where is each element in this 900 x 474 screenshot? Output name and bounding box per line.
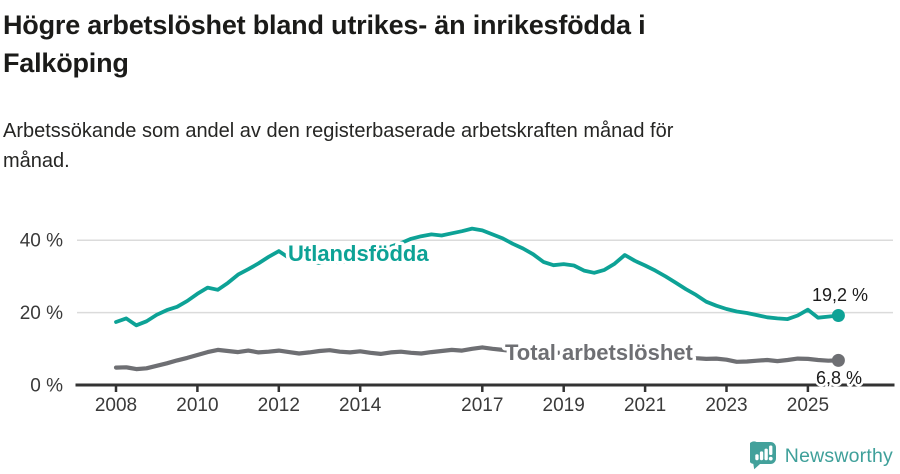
newsworthy-logo[interactable]: Newsworthy — [749, 441, 893, 471]
series-label-utlandsfodda: Utlandsfödda — [288, 241, 429, 266]
end-value-label-total: 6,8 % — [816, 368, 862, 388]
x-tick-label: 2019 — [543, 395, 585, 416]
y-tick-label: 0 % — [30, 376, 63, 397]
page-title: Högre arbetslöshet bland utrikes- än inr… — [3, 6, 646, 82]
newsworthy-badge-icon — [749, 441, 776, 470]
series-label-total: Total arbetslöshet — [505, 340, 694, 365]
brand-name: Newsworthy — [784, 444, 893, 467]
chart-subtitle: Arbetssökande som andel av den registerb… — [3, 116, 673, 176]
end-value-label-utlandsfodda: 19,2 % — [812, 285, 868, 305]
x-tick-label: 2012 — [258, 395, 300, 416]
x-tick-label: 2025 — [787, 395, 829, 416]
x-tick-label: 2008 — [95, 395, 137, 416]
x-tick-label: 2010 — [176, 395, 218, 416]
y-tick-label: 20 % — [20, 303, 63, 324]
series-line-utlandsfodda — [114, 226, 841, 328]
bar-icon-1 — [755, 454, 759, 461]
subtitle-line-2: månad. — [3, 150, 70, 172]
title-line-2: Falköping — [3, 48, 129, 78]
chart-header: Högre arbetslöshet bland utrikes- än inr… — [3, 6, 646, 82]
bar-icon-2 — [759, 451, 763, 461]
y-tick-label: 40 % — [20, 231, 63, 252]
x-tick-label: 2014 — [339, 395, 382, 416]
subtitle-line-1: Arbetssökande som andel av den registerb… — [3, 120, 674, 142]
exclamation-bar-icon — [768, 445, 773, 455]
series-line-total — [113, 345, 841, 372]
title-line-1: Högre arbetslöshet bland utrikes- än inr… — [3, 10, 646, 40]
x-tick-label: 2021 — [624, 395, 666, 416]
bar-icon-3 — [764, 448, 768, 461]
x-tick-label: 2023 — [705, 395, 747, 416]
series-end-dot-total — [831, 353, 845, 367]
x-tick-label: 2017 — [461, 395, 503, 416]
exclamation-dot-icon — [768, 456, 773, 461]
series-end-dot-utlandsfodda — [831, 309, 845, 322]
